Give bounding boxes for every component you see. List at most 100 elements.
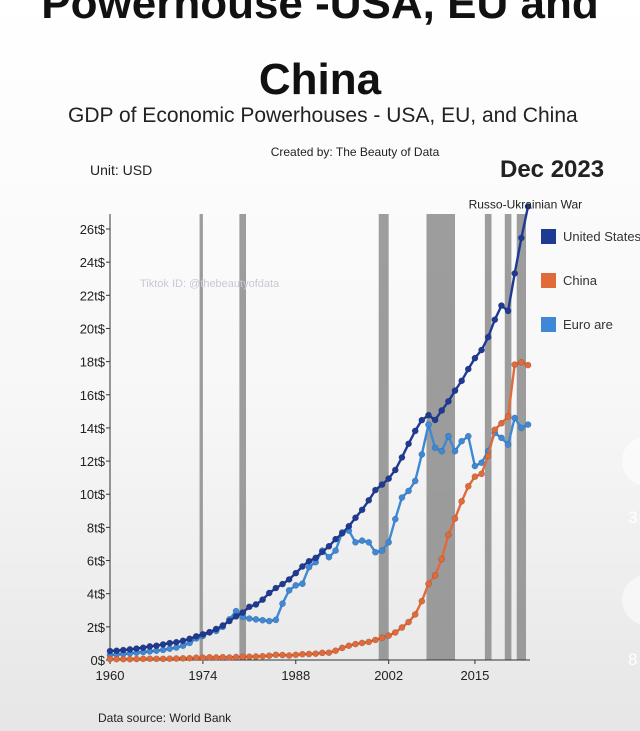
data-point [285,576,293,583]
data-point [518,358,525,366]
data-point [299,650,306,658]
data-point [458,498,466,505]
x-tick-label-2015: 2015 [460,668,489,683]
y-tick-label-16: 16t$ [80,388,106,403]
data-point [425,421,432,428]
data-point [411,477,419,485]
data-point [518,424,525,432]
data-point [372,548,379,556]
data-point [139,644,147,652]
y-tick-label-20: 20t$ [80,321,106,336]
data-point [504,441,512,448]
data-point [524,203,532,210]
legend-label-1: China [563,273,598,288]
data-point [405,618,412,626]
data-point [119,646,127,654]
data-point [431,444,439,452]
data-point [438,407,446,414]
data-point [272,616,280,624]
data-point [245,653,253,661]
legend-swatch-1 [541,273,556,288]
x-tick-label-1974: 1974 [188,668,217,683]
data-point [305,650,313,658]
data-point [279,651,286,659]
data-point [252,616,260,623]
data-point [352,640,359,648]
data-point [153,655,160,663]
chart-title: GDP of Economic Powerhouses - USA, EU, a… [68,104,578,127]
data-point [146,643,154,650]
data-point [484,333,492,341]
side-overlay: 3 8 [600,300,640,731]
data-point [464,432,472,440]
data-point [299,580,306,588]
data-point [119,655,127,663]
data-point [159,655,167,663]
data-point [372,636,379,644]
data-point [146,655,154,663]
y-tick-label-8: 8t$ [87,520,106,535]
data-point [292,569,300,577]
data-point [206,628,213,636]
shaded-period-0 [199,214,203,660]
data-point [345,642,353,650]
like-button[interactable] [622,436,640,486]
data-point [431,416,439,424]
y-tick-label-26: 26t$ [80,222,106,237]
data-point [106,647,114,655]
data-point [113,655,120,663]
data-point [265,652,273,660]
data-point [259,652,266,660]
data-point [511,361,519,368]
data-point [312,650,320,658]
data-point [345,522,353,530]
data-point [166,655,174,663]
data-point [212,654,220,661]
series-china [106,358,532,663]
data-point [498,419,505,427]
data-point [464,365,472,373]
annotations: Russo-Ukrainian War [469,197,583,211]
data-point [219,622,227,629]
data-point [199,630,207,638]
data-point [292,582,300,589]
data-point [425,411,432,419]
data-point [106,655,114,663]
y-tick-label-0: 0$ [91,653,106,668]
data-point [385,475,393,482]
legend-label-0: United States [563,229,640,244]
data-point [352,538,359,546]
shaded-period-6 [516,214,527,660]
data-point [265,589,273,597]
chart-axes: 0$ 2t$ 4t$ 6t$ 8t$ 10t$ 12t$ 14t$ 16t$ 18t$ 20t$ 22… [80,214,530,683]
data-point [464,482,472,490]
comment-button[interactable] [622,575,640,625]
data-point [239,609,247,616]
data-point [511,414,519,422]
legend-label-2: Euro are [563,317,613,332]
page-title-line-2: China [258,55,382,104]
data-point [299,563,306,570]
data-point [252,653,260,660]
data-point [226,654,233,661]
data-point [504,413,512,420]
date-label: Dec 2023 [500,156,605,183]
data-point [451,515,459,522]
data-point [378,634,386,642]
chart-legend: United States China Euro are [541,229,640,332]
x-tick-label-1960: 1960 [96,668,125,683]
y-tick-label-18: 18t$ [80,355,106,370]
data-point [458,437,466,445]
data-point [451,447,459,455]
data-point [292,651,300,659]
data-point [358,537,366,544]
data-point [126,646,134,653]
data-point [279,600,286,607]
series-euro-are [106,414,532,659]
data-point [179,654,187,662]
x-tick-label-2002: 2002 [374,668,403,683]
data-point [265,617,273,625]
data-point [411,611,419,618]
data-point [186,654,193,662]
data-point [484,452,492,460]
